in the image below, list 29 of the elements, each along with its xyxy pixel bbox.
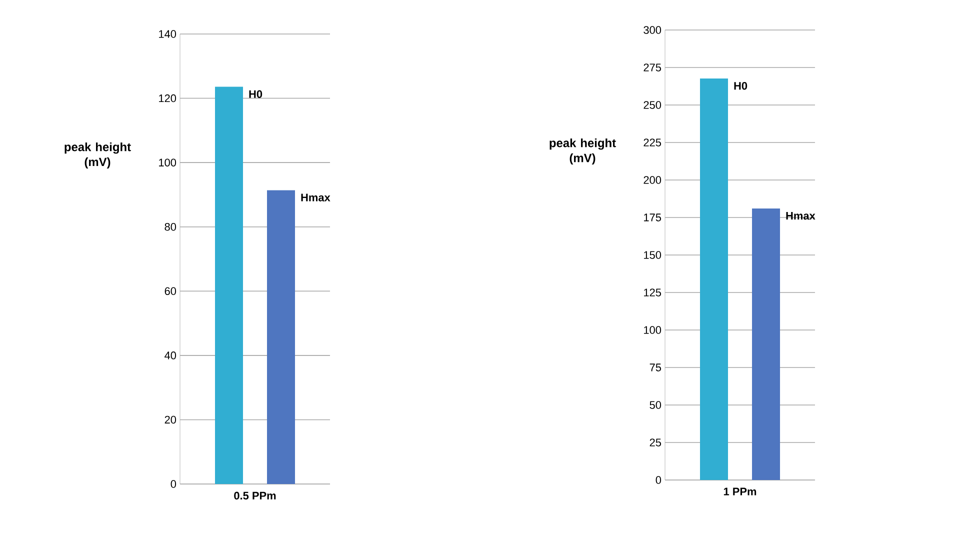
y-tick-label: 140 [159,30,176,38]
y-tick-label: 120 [159,94,176,102]
y-tick-label: 250 [644,101,662,109]
y-tick-label: 300 [644,26,662,34]
y-tick-label: 60 [164,287,176,296]
y-tick-label: 225 [644,138,662,146]
y-tick-label: 200 [644,176,662,184]
x-tick-label: 1 PPm [724,488,756,496]
series-label: H0 [734,82,748,90]
y-tick-label: 80 [164,222,176,231]
series-label: Hmax [301,194,330,202]
y-tick-label: 0 [656,476,662,484]
y-tick-label: 50 [650,401,662,409]
y-axis-title: peak height (mV) [550,138,616,165]
y-tick-label: 0 [170,480,176,488]
y-tick-label: 175 [644,214,662,222]
y-tick-label: 20 [164,416,176,424]
y-axis-title: peak height (mV) [64,142,131,169]
y-tick-label: 100 [159,158,176,166]
series-label: H0 [249,90,262,98]
y-tick-label: 275 [644,64,662,72]
y-tick-label: 150 [644,251,662,259]
series-label: Hmax [786,212,816,220]
y-tick-label: 125 [644,288,662,296]
y-tick-label: 100 [644,326,662,334]
y-tick-label: 40 [164,352,176,360]
x-tick-label: 0.5 PPm [234,492,276,500]
y-tick-label: 75 [650,364,662,372]
y-tick-label: 25 [650,438,662,446]
